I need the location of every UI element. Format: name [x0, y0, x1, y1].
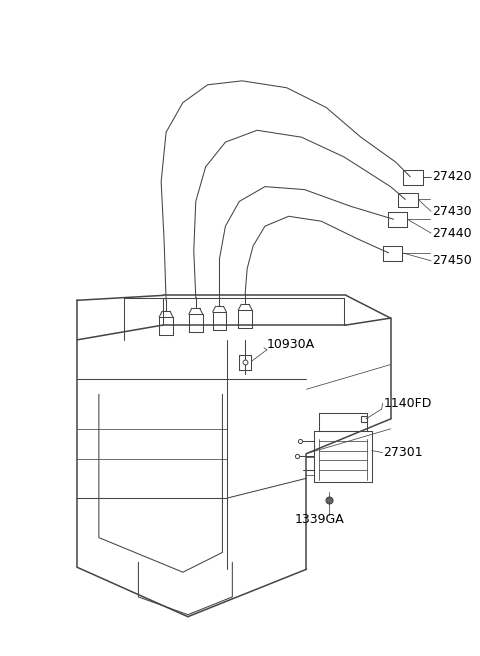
- Text: 27440: 27440: [432, 226, 472, 239]
- Text: 27301: 27301: [384, 446, 423, 459]
- Text: 27450: 27450: [432, 255, 472, 267]
- Text: 1339GA: 1339GA: [295, 513, 344, 526]
- Text: 10930A: 10930A: [267, 338, 315, 352]
- Text: 27430: 27430: [432, 205, 472, 218]
- Text: 1140FD: 1140FD: [384, 397, 432, 409]
- Text: 27420: 27420: [432, 171, 472, 183]
